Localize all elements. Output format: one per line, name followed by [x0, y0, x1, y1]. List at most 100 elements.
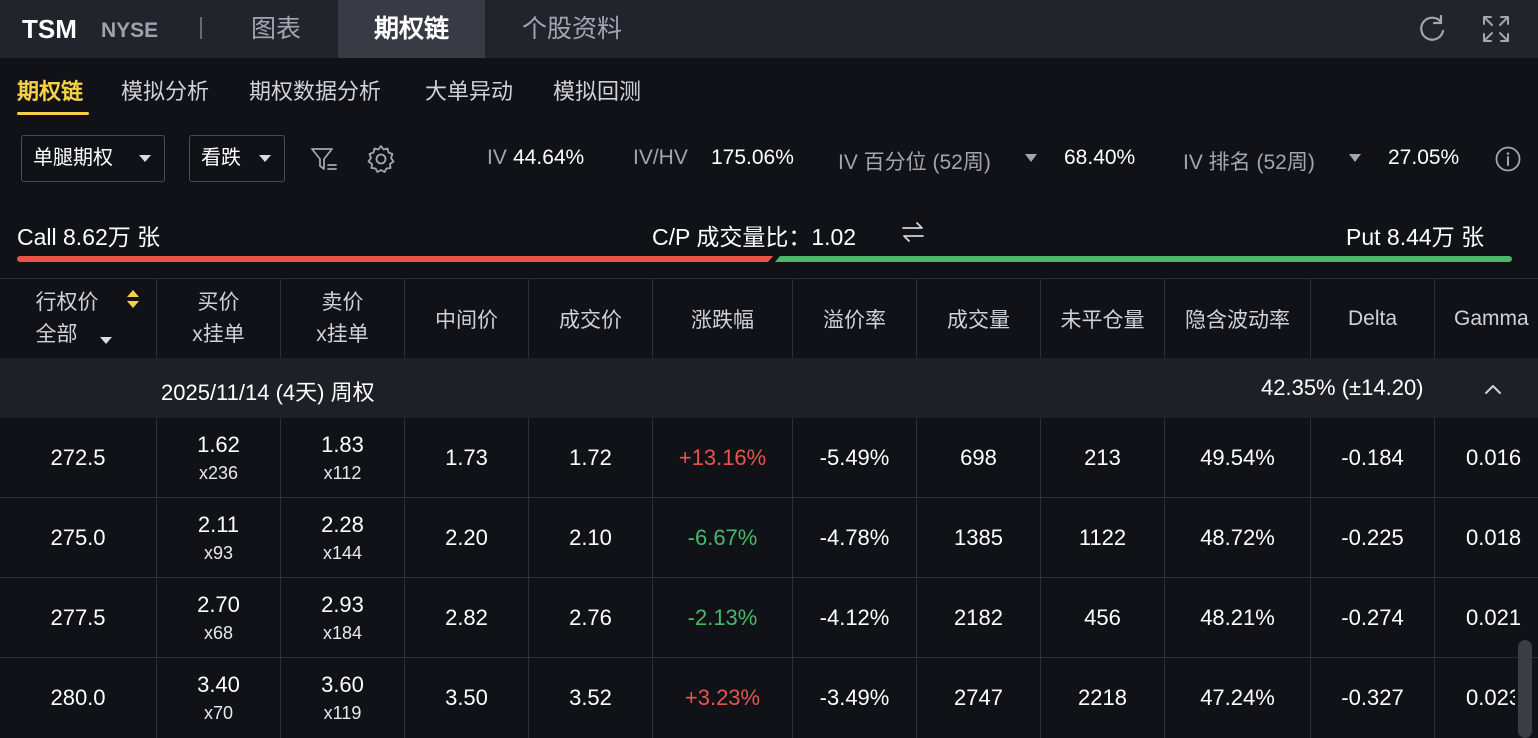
put-volume-bar: [775, 256, 1512, 262]
fullscreen-icon[interactable]: [1480, 13, 1512, 45]
info-icon[interactable]: [1494, 145, 1522, 173]
leg-type-dropdown[interactable]: 单腿期权: [21, 135, 165, 182]
change-cell: -2.13%: [653, 578, 793, 658]
subtab-unusual-activity[interactable]: 大单异动: [425, 79, 514, 104]
ask-cell[interactable]: 1.83 x112: [281, 418, 405, 498]
ask-price: 1.83: [321, 432, 364, 457]
ask-cell[interactable]: 3.60 x119: [281, 658, 405, 738]
bid-size-header-label: x挂单: [192, 323, 245, 346]
bid-cell[interactable]: 2.11 x93: [157, 498, 281, 578]
delta-cell: -0.225: [1311, 498, 1435, 578]
expiry-group-row[interactable]: 2025/11/14 (4天) 周权 42.35% (±14.20): [0, 358, 1538, 418]
bid-price: 2.70: [197, 592, 240, 617]
open-interest-cell: 2218: [1041, 658, 1165, 738]
table-row[interactable]: 272.5 1.62 x236 1.83 x112 1.73 1.72 +13.16…: [0, 418, 1538, 498]
tab-chart[interactable]: 图表: [250, 15, 301, 43]
strike-column-header[interactable]: 行权价 全部: [0, 279, 157, 359]
premium-cell: -4.12%: [793, 578, 917, 658]
open-interest-column-header[interactable]: 未平仓量: [1041, 279, 1165, 359]
put-volume: Put 8.44万 张: [1346, 224, 1485, 250]
last-cell: 1.72: [529, 418, 653, 498]
settings-gear-icon[interactable]: [365, 143, 397, 175]
strike-filter-label[interactable]: 全部: [35, 323, 78, 346]
table-row[interactable]: 277.5 2.70 x68 2.93 x184 2.82 2.76 -2.13% …: [0, 578, 1538, 658]
iv-cell: 49.54%: [1165, 418, 1311, 498]
iv-cell: 47.24%: [1165, 658, 1311, 738]
subtab-options-chain[interactable]: 期权链: [17, 79, 84, 104]
iv-rank-value: 27.05%: [1388, 146, 1460, 169]
bid-price: 1.62: [197, 432, 240, 457]
change-cell: -6.67%: [653, 498, 793, 578]
leg-type-value: 单腿期权: [33, 147, 113, 169]
tab-company-profile[interactable]: 个股资料: [521, 15, 622, 43]
change-cell: +3.23%: [653, 658, 793, 738]
mid-cell: 1.73: [405, 418, 529, 498]
delta-column-header[interactable]: Delta: [1311, 279, 1435, 359]
mid-column-header[interactable]: 中间价: [405, 279, 529, 359]
iv-percentile-selector[interactable]: IV 百分位 (52周): [838, 151, 991, 174]
delta-cell: -0.184: [1311, 418, 1435, 498]
gamma-cell: 0.021: [1466, 605, 1522, 630]
delta-cell: -0.274: [1311, 578, 1435, 658]
premium-cell: -5.49%: [793, 418, 917, 498]
chevron-down-icon[interactable]: [1025, 154, 1037, 162]
open-interest-cell: 456: [1041, 578, 1165, 658]
chevron-down-icon: [259, 155, 271, 162]
gamma-cell: 0.018: [1466, 525, 1522, 550]
call-volume-bar: [17, 256, 773, 262]
premium-column-header[interactable]: 溢价率: [793, 279, 917, 359]
ask-header-label: 卖价: [321, 291, 364, 314]
ask-cell[interactable]: 2.28 x144: [281, 498, 405, 578]
sort-asc-icon[interactable]: [127, 290, 139, 297]
chevron-up-icon[interactable]: [1482, 378, 1504, 400]
ask-column-header[interactable]: 卖价 x挂单: [281, 279, 405, 359]
subtab-options-data-analysis[interactable]: 期权数据分析: [249, 79, 382, 104]
bid-cell[interactable]: 1.62 x236: [157, 418, 281, 498]
chevron-down-icon[interactable]: [1349, 154, 1361, 162]
table-row[interactable]: 275.0 2.11 x93 2.28 x144 2.20 2.10 -6.67% …: [0, 498, 1538, 578]
bid-cell[interactable]: 3.40 x70: [157, 658, 281, 738]
volume-column-header[interactable]: 成交量: [917, 279, 1041, 359]
volume-cell: 698: [917, 418, 1041, 498]
iv-rank-selector[interactable]: IV 排名 (52周): [1183, 151, 1315, 174]
expiry-iv: 42.35% (±14.20): [1261, 375, 1424, 400]
filter-icon[interactable]: [308, 143, 340, 175]
ask-cell[interactable]: 2.93 x184: [281, 578, 405, 658]
bid-price: 3.40: [197, 672, 240, 697]
bid-column-header[interactable]: 买价 x挂单: [157, 279, 281, 359]
open-interest-cell: 1122: [1041, 498, 1165, 578]
subtab-simulation[interactable]: 模拟分析: [121, 79, 210, 104]
premium-cell: -3.49%: [793, 658, 917, 738]
top-bar: TSM NYSE 图表 期权链 个股资料: [0, 0, 1538, 58]
strike-cell: 272.5: [0, 418, 157, 498]
iv-label: IV: [487, 146, 507, 169]
mid-cell: 2.20: [405, 498, 529, 578]
chevron-down-icon[interactable]: [100, 337, 112, 344]
ask-price: 2.93: [321, 592, 364, 617]
bid-cell[interactable]: 2.70 x68: [157, 578, 281, 658]
iv-hv-value: 175.06%: [711, 146, 794, 169]
ask-size: x184: [322, 623, 363, 643]
subtab-backtest[interactable]: 模拟回测: [553, 79, 642, 104]
change-column-header[interactable]: 涨跌幅: [653, 279, 793, 359]
ask-price: 3.60: [321, 672, 364, 697]
vertical-scrollbar[interactable]: [1518, 640, 1532, 738]
iv-column-header[interactable]: 隐含波动率: [1165, 279, 1311, 359]
gamma-column-header[interactable]: Gamma: [1454, 307, 1529, 330]
delta-cell: -0.327: [1311, 658, 1435, 738]
swap-arrows-icon[interactable]: [899, 218, 927, 246]
bid-price: 2.11: [197, 512, 240, 537]
mid-cell: 3.50: [405, 658, 529, 738]
last-cell: 2.76: [529, 578, 653, 658]
call-volume: Call 8.62万 张: [17, 224, 161, 250]
ticker-symbol: TSM: [22, 14, 77, 44]
tab-options-chain[interactable]: 期权链: [338, 0, 485, 58]
table-row[interactable]: 280.0 3.40 x70 3.60 x119 3.50 3.52 +3.23% …: [0, 658, 1538, 738]
bid-size: x236: [198, 463, 239, 483]
strike-cell: 275.0: [0, 498, 157, 578]
strike-cell: 277.5: [0, 578, 157, 658]
refresh-icon[interactable]: [1416, 13, 1448, 45]
direction-dropdown[interactable]: 看跌: [189, 135, 285, 182]
sort-desc-icon[interactable]: [127, 301, 139, 308]
last-column-header[interactable]: 成交价: [529, 279, 653, 359]
